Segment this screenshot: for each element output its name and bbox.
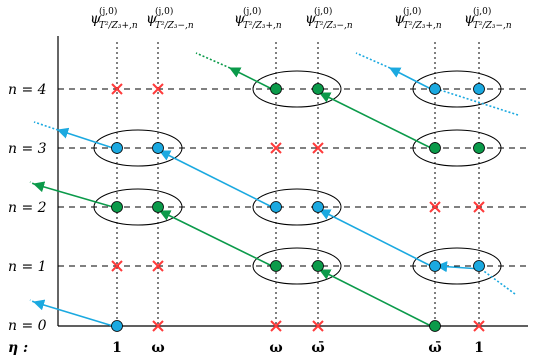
eta-row: η : 1 ω ω ω̄ ω̄ 1 bbox=[8, 340, 484, 356]
green-arrow bbox=[30, 182, 34, 184]
green-state-dot bbox=[474, 143, 485, 154]
row-label-n1: n = 1 bbox=[8, 259, 47, 275]
svg-text:(j,0): (j,0) bbox=[473, 6, 491, 17]
blue-arrow bbox=[356, 53, 390, 68]
svg-text:T²/Z₃−,n: T²/Z₃−,n bbox=[314, 21, 353, 31]
header-1: ψ (j,0) T²/Z₃+,n bbox=[90, 6, 138, 31]
column-lines bbox=[117, 42, 479, 326]
blue-state-dot bbox=[474, 261, 485, 272]
svg-text:T²/Z₃−,n: T²/Z₃−,n bbox=[473, 21, 512, 31]
svg-text:(j,0): (j,0) bbox=[403, 6, 421, 17]
green-state-dot bbox=[112, 202, 123, 213]
svg-text:(j,0): (j,0) bbox=[314, 6, 332, 17]
eta-value: ω̄ bbox=[311, 340, 324, 356]
blue-state-dot bbox=[474, 84, 485, 95]
blue-state-dot bbox=[153, 143, 164, 154]
blue-state-dot bbox=[313, 202, 324, 213]
green-state-dot bbox=[430, 143, 441, 154]
blue-state-dot bbox=[112, 321, 123, 332]
svg-text:T²/Z₃+,n: T²/Z₃+,n bbox=[99, 21, 138, 31]
green-arrow bbox=[230, 68, 272, 89]
blue-state-dot bbox=[271, 202, 282, 213]
svg-text:T²/Z₃−,n: T²/Z₃−,n bbox=[155, 21, 194, 31]
blue-arrow bbox=[58, 130, 113, 148]
green-state-dot bbox=[313, 84, 324, 95]
row-labels: n = 4 n = 3 n = 2 n = 1 n = 0 bbox=[8, 82, 47, 334]
svg-text:T²/Z₃+,n: T²/Z₃+,n bbox=[403, 21, 442, 31]
green-arrow bbox=[320, 93, 431, 148]
row-label-n4: n = 4 bbox=[8, 82, 47, 98]
header-2: ψ (j,0) T²/Z₃−,n bbox=[146, 6, 194, 31]
svg-text:T²/Z₃+,n: T²/Z₃+,n bbox=[243, 21, 282, 31]
green-arrow bbox=[196, 53, 230, 68]
blue-state-dot bbox=[430, 261, 441, 272]
blue-arrow bbox=[34, 122, 58, 130]
svg-text:(j,0): (j,0) bbox=[243, 6, 261, 17]
pair-ellipses bbox=[94, 71, 501, 284]
eta-value: 1 bbox=[474, 340, 484, 356]
row-label-n0: n = 0 bbox=[8, 318, 47, 334]
row-label-n3: n = 3 bbox=[8, 141, 47, 157]
state-markers bbox=[112, 84, 485, 332]
green-arrow bbox=[160, 211, 272, 266]
green-state-dot bbox=[153, 202, 164, 213]
header-6: ψ (j,0) T²/Z₃−,n bbox=[464, 6, 512, 31]
eta-label: η : bbox=[8, 340, 28, 356]
eta-value: ω bbox=[151, 340, 164, 356]
green-state-dot bbox=[430, 321, 441, 332]
header-4: ψ (j,0) T²/Z₃−,n bbox=[305, 6, 353, 31]
blue-arrow bbox=[30, 300, 34, 302]
column-headers: ψ (j,0) T²/Z₃+,n ψ (j,0) T²/Z₃−,n ψ (j,0… bbox=[90, 6, 512, 31]
header-3: ψ (j,0) T²/Z₃+,n bbox=[234, 6, 282, 31]
eta-value: ω bbox=[269, 340, 282, 356]
green-state-dot bbox=[271, 261, 282, 272]
eta-value: ω̄ bbox=[428, 340, 441, 356]
eta-value: 1 bbox=[112, 340, 122, 356]
level-lines bbox=[58, 89, 528, 266]
blue-arrow bbox=[390, 68, 431, 89]
svg-text:(j,0): (j,0) bbox=[99, 6, 117, 17]
blue-state-dot bbox=[430, 84, 441, 95]
svg-text:(j,0): (j,0) bbox=[155, 6, 173, 17]
green-state-dot bbox=[313, 261, 324, 272]
green-arrow bbox=[320, 270, 431, 326]
header-5: ψ (j,0) T²/Z₃+,n bbox=[394, 6, 442, 31]
blue-state-dot bbox=[112, 143, 123, 154]
row-label-n2: n = 2 bbox=[8, 200, 47, 216]
green-state-dot bbox=[271, 84, 282, 95]
